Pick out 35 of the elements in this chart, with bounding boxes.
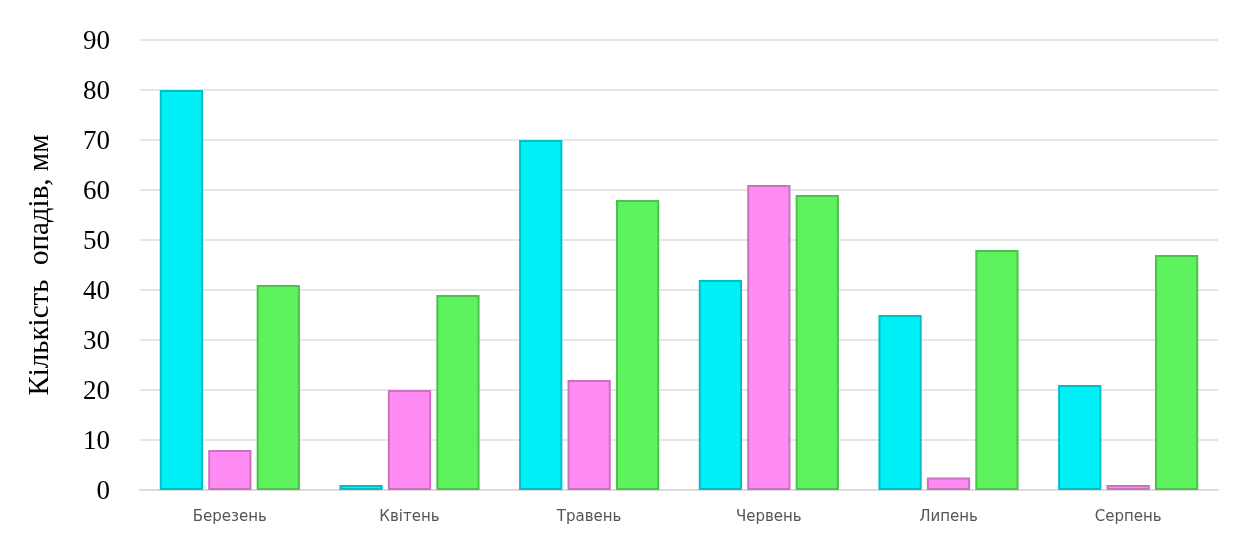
bar <box>387 390 432 490</box>
x-tick-label: Червень <box>735 506 802 525</box>
bar <box>1154 255 1199 490</box>
bar <box>436 295 480 490</box>
y-tick-label: 70 <box>83 125 110 155</box>
bar <box>159 90 204 490</box>
bar <box>1106 485 1150 490</box>
y-tick-label: 60 <box>83 175 110 205</box>
bar <box>795 195 839 490</box>
x-tick-label: Липень <box>919 506 978 525</box>
y-tick-label: 40 <box>83 275 110 305</box>
y-tick-label: 0 <box>96 475 110 505</box>
y-tick-label: 50 <box>83 225 110 255</box>
y-tick-label: 90 <box>83 25 110 55</box>
y-tick-label: 20 <box>83 375 110 405</box>
bar <box>747 185 791 490</box>
bar <box>975 250 1019 490</box>
y-tick-label: 30 <box>83 325 110 355</box>
bar <box>1058 385 1102 490</box>
bar <box>615 200 660 490</box>
y-tick-label: 80 <box>83 75 110 105</box>
y-tick-label: 10 <box>83 425 110 455</box>
bar <box>698 280 743 490</box>
x-tick-label: Квітень <box>379 506 440 525</box>
x-tick-label: Травень <box>555 506 622 525</box>
bar <box>878 315 922 490</box>
bar <box>519 140 563 490</box>
x-tick-label: Березень <box>192 506 267 525</box>
x-tick-label: Серпень <box>1094 506 1162 525</box>
bar <box>926 477 971 490</box>
bar <box>208 450 252 490</box>
bar <box>567 380 611 490</box>
bar <box>256 285 300 490</box>
bar <box>339 485 383 490</box>
y-axis-title: Кількість опадів, мм <box>21 134 54 396</box>
